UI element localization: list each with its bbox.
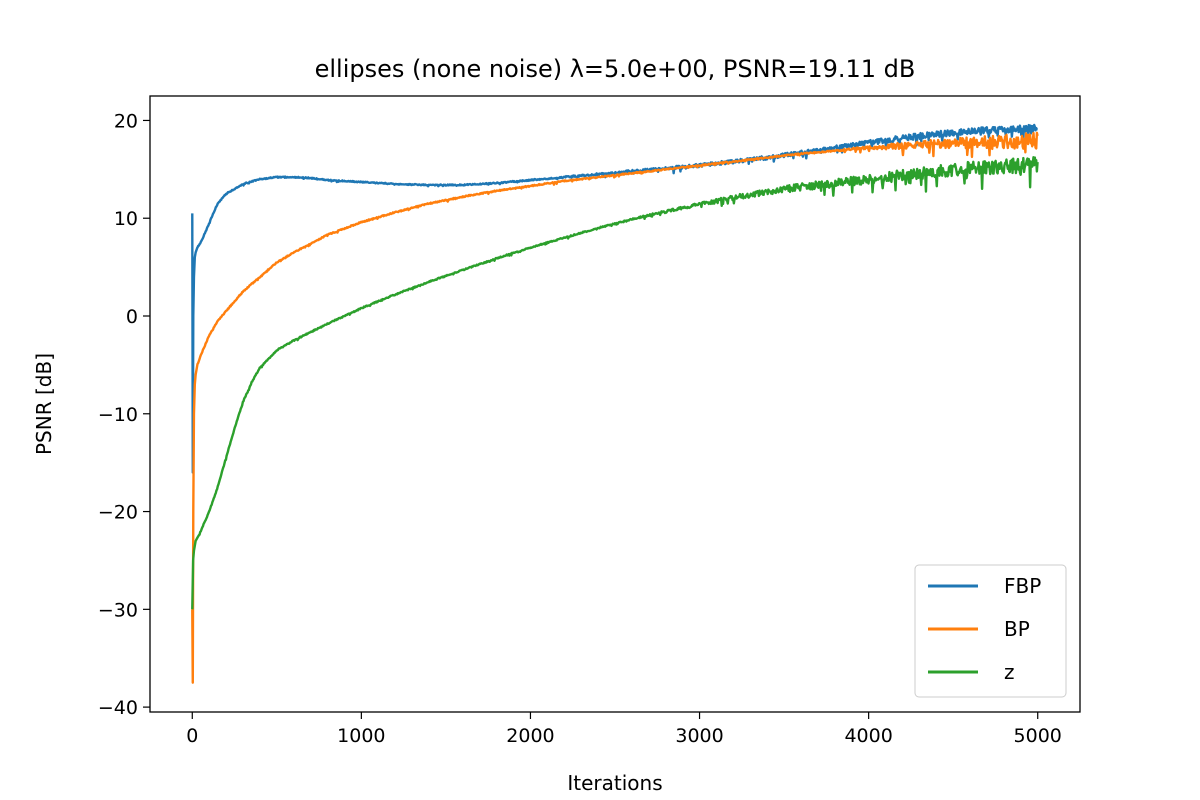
y-tick-label: −30 [98, 599, 138, 621]
x-tick-label: 5000 [1014, 725, 1062, 747]
series-line-z [191, 156, 1039, 610]
x-axis-label: Iterations [567, 771, 662, 795]
y-tick-label: −10 [98, 404, 138, 426]
x-tick-label: 2000 [506, 725, 554, 747]
chart-title: ellipses (none noise) λ=5.0e+00, PSNR=19… [315, 55, 916, 83]
legend-box [914, 564, 1067, 698]
x-tick-label: 1000 [337, 725, 385, 747]
legend-label-z: z [1004, 660, 1015, 684]
y-tick-label: 0 [126, 306, 138, 328]
x-tick-label: 3000 [675, 725, 723, 747]
y-axis-ticks: −40 −30 −20 −10 0 10 20 [98, 110, 150, 719]
x-axis-ticks: 0 1000 2000 3000 4000 5000 [186, 712, 1062, 747]
x-tick-label: 4000 [844, 725, 892, 747]
y-axis-label: PSNR [dB] [32, 353, 56, 455]
series-layer [191, 123, 1039, 684]
series-line-fbp [191, 123, 1039, 474]
y-tick-label: 20 [114, 110, 138, 132]
legend: FBP BP z [914, 564, 1067, 698]
x-tick-label: 0 [186, 725, 198, 747]
y-tick-label: −40 [98, 697, 138, 719]
y-tick-label: 10 [114, 208, 138, 230]
plot-area-frame [149, 95, 1081, 713]
legend-label-fbp: FBP [1004, 574, 1041, 598]
legend-label-bp: BP [1004, 617, 1030, 641]
series-line-bp [191, 131, 1039, 684]
y-tick-label: −20 [98, 502, 138, 524]
